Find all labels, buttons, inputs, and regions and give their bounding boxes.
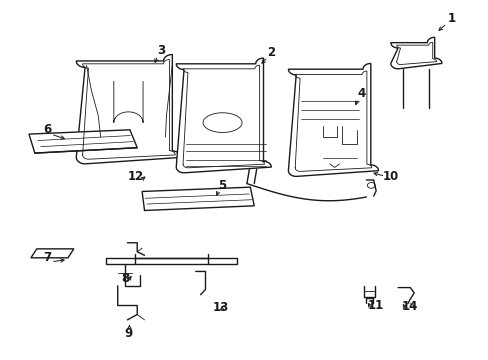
- Text: 3: 3: [157, 44, 165, 57]
- Text: 7: 7: [43, 251, 51, 264]
- Text: 14: 14: [401, 300, 418, 313]
- Text: 9: 9: [124, 327, 132, 340]
- Text: 8: 8: [121, 272, 129, 285]
- Text: 10: 10: [382, 170, 398, 183]
- Polygon shape: [288, 63, 378, 176]
- Text: 2: 2: [267, 46, 275, 59]
- Polygon shape: [29, 130, 137, 153]
- Text: 1: 1: [447, 12, 455, 25]
- Text: 13: 13: [213, 301, 229, 314]
- Polygon shape: [105, 258, 237, 264]
- Text: 4: 4: [357, 87, 365, 100]
- Text: 5: 5: [218, 179, 226, 192]
- Polygon shape: [142, 187, 254, 211]
- Text: 6: 6: [43, 123, 51, 136]
- Text: 12: 12: [128, 170, 144, 183]
- Polygon shape: [31, 249, 74, 258]
- Polygon shape: [76, 54, 181, 164]
- Polygon shape: [176, 58, 271, 173]
- Text: 11: 11: [367, 299, 384, 312]
- Polygon shape: [390, 37, 441, 69]
